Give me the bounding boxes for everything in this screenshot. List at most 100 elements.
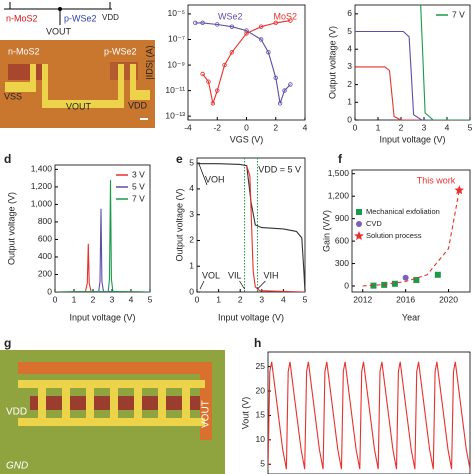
y-axis-title: Gain (V/V) — [321, 210, 331, 252]
marker — [215, 22, 220, 27]
legend-label: Mechanical exfoliation — [366, 207, 440, 216]
x-tick-label: 3 — [259, 294, 264, 304]
y-tick-label: 1,000 — [31, 199, 53, 209]
y-tick-label: 1,500 — [328, 168, 350, 178]
y-tick-label: 0 — [47, 286, 52, 296]
y-tick-label: 0 — [189, 286, 194, 296]
annotation: VIL — [228, 270, 242, 280]
y-axis-title: |IDS| (A) — [144, 45, 154, 79]
y-axis-title: Output voltage (V) — [6, 192, 16, 265]
annotation: VOL — [202, 270, 220, 280]
y-tick-label: 10⁻¹³ — [165, 110, 185, 120]
panel-label: h — [254, 336, 261, 350]
marker — [402, 274, 409, 281]
series-line — [355, 66, 470, 120]
marker — [206, 79, 211, 84]
marker — [273, 75, 278, 81]
ring-label: GND — [6, 461, 28, 472]
plot-frame — [187, 4, 306, 121]
annotation: VIH — [263, 270, 278, 280]
x-tick-label: 5 — [468, 122, 473, 132]
x-axis-title: Input voltage (V) — [379, 134, 445, 144]
marker — [215, 88, 220, 93]
y-tick-label: 800 — [38, 216, 52, 226]
x-tick-label: 4 — [303, 122, 308, 132]
micrograph-label: n-MoS2 — [8, 46, 40, 56]
marker — [244, 28, 249, 33]
legend-label: 7 V — [132, 193, 145, 203]
micrograph-label: VDD — [128, 100, 148, 110]
micrograph-label: VOUT — [66, 101, 92, 111]
legend-label: 3 V — [132, 169, 145, 179]
panel-label: f — [338, 152, 343, 166]
x-tick-label: -4 — [184, 122, 192, 132]
series-line — [268, 361, 470, 470]
y-tick-label: 10⁻⁹ — [167, 59, 185, 69]
marker — [273, 20, 278, 26]
ring-label: VDD — [6, 407, 27, 418]
x-tick-label: 0 — [53, 294, 58, 304]
x-tick-label: 2012 — [353, 294, 372, 304]
y-tick-label: 6 — [347, 8, 352, 18]
marker — [244, 31, 249, 36]
series-label: WSe2 — [218, 11, 243, 21]
micrograph-label: p-WSe2 — [104, 46, 137, 56]
series-line — [197, 163, 305, 292]
x-tick-label: 0 — [195, 294, 200, 304]
node — [58, 7, 62, 11]
x-tick-label: 0 — [353, 122, 358, 132]
marker — [356, 209, 362, 215]
y-tick-label: 1,400 — [31, 164, 53, 174]
marker — [454, 185, 464, 195]
y-tick-label: 5 — [260, 458, 265, 468]
y-tick-label: 1,200 — [31, 181, 53, 191]
y-tick-label: 1,200 — [328, 190, 350, 200]
y-tick-label: 3 — [189, 209, 194, 219]
marker — [258, 37, 264, 42]
marker — [222, 62, 227, 68]
marker — [391, 280, 398, 287]
x-axis-title: Year — [402, 312, 420, 322]
panel-label: d — [4, 152, 11, 166]
marker — [266, 50, 271, 55]
series-line — [55, 208, 150, 292]
y-axis-title: Output voltage (V) — [327, 26, 337, 99]
schematic-label: VOUT — [46, 26, 72, 36]
ring-micrograph: VDD VOUT GND — [0, 350, 225, 474]
x-axis-title: Input voltage (V) — [218, 312, 284, 322]
x-tick-label: 2016 — [396, 294, 415, 304]
y-tick-label: 1 — [189, 260, 194, 270]
y-tick-label: 0 — [347, 114, 352, 124]
annotation-arrow — [199, 280, 205, 290]
x-tick-label: 2020 — [439, 294, 458, 304]
x-tick-label: 5 — [148, 294, 153, 304]
panel-label: g — [4, 336, 11, 350]
x-tick-label: 2 — [91, 294, 96, 304]
marker — [288, 18, 293, 23]
x-axis-title: VGS (V) — [230, 134, 264, 144]
annotation-arrow — [198, 163, 208, 186]
annotation-arrow — [257, 280, 266, 290]
y-tick-label: 10⁻⁷ — [168, 34, 185, 44]
x-tick-label: 2 — [273, 122, 278, 132]
y-tick-label: 200 — [38, 269, 52, 279]
x-axis-title: Input voltage (V) — [69, 312, 135, 322]
marker — [282, 88, 287, 93]
marker — [229, 50, 235, 55]
y-tick-label: 10⁻¹¹ — [165, 85, 185, 95]
annotation: This work — [417, 176, 456, 186]
series-line — [202, 20, 291, 106]
y-tick-label: 2 — [347, 79, 352, 89]
y-tick-label: 400 — [38, 251, 52, 261]
marker — [258, 24, 264, 29]
scale-bar — [140, 118, 148, 120]
fingers — [38, 384, 190, 422]
marker — [200, 71, 205, 77]
annotation: VDD = 5 V — [258, 164, 301, 174]
plot-frame — [267, 351, 471, 474]
marker — [210, 101, 216, 106]
y-tick-label: 10⁻⁵ — [168, 8, 185, 18]
x-tick-label: 4 — [445, 122, 450, 132]
y-axis-title: Output voltage (V) — [174, 188, 184, 261]
